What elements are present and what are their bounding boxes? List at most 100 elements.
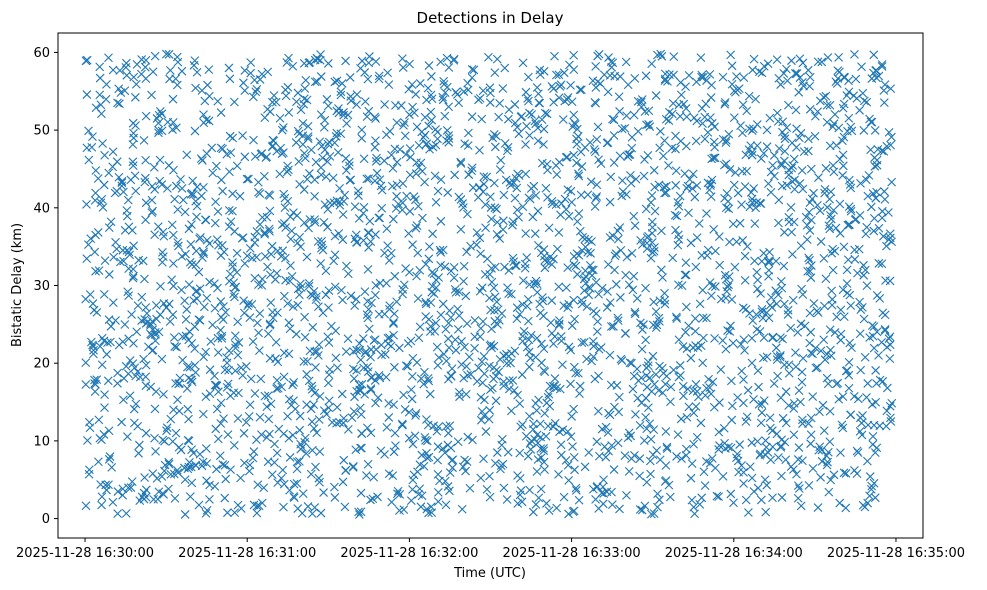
data-point bbox=[467, 73, 477, 83]
data-point bbox=[153, 494, 163, 504]
data-point bbox=[566, 379, 575, 389]
data-point bbox=[687, 459, 697, 469]
data-point bbox=[738, 100, 748, 110]
data-point bbox=[169, 469, 179, 479]
data-point bbox=[359, 154, 369, 164]
data-point bbox=[862, 222, 872, 232]
data-point bbox=[623, 152, 633, 162]
data-point bbox=[356, 507, 366, 517]
data-point bbox=[341, 166, 351, 175]
data-point bbox=[692, 77, 701, 87]
data-point bbox=[698, 285, 708, 295]
data-point bbox=[312, 347, 322, 356]
data-point bbox=[479, 172, 489, 182]
data-point bbox=[134, 440, 144, 450]
data-point bbox=[216, 297, 226, 306]
data-point bbox=[275, 169, 285, 179]
data-point bbox=[433, 360, 443, 370]
data-point bbox=[844, 87, 854, 97]
data-point bbox=[214, 240, 223, 250]
data-point bbox=[128, 273, 138, 283]
data-point bbox=[564, 509, 573, 519]
data-point bbox=[278, 246, 288, 256]
data-point bbox=[642, 424, 652, 434]
data-point bbox=[183, 435, 193, 445]
data-point bbox=[872, 155, 882, 165]
data-point bbox=[265, 227, 274, 236]
data-point bbox=[140, 473, 150, 482]
data-point bbox=[783, 305, 793, 315]
data-point bbox=[408, 353, 418, 363]
data-point bbox=[192, 212, 201, 222]
data-point bbox=[603, 287, 612, 296]
data-point bbox=[169, 405, 178, 415]
data-point bbox=[509, 257, 519, 266]
data-point bbox=[98, 202, 108, 212]
data-point bbox=[205, 365, 215, 375]
data-point bbox=[591, 193, 601, 203]
data-point bbox=[285, 324, 295, 334]
data-point bbox=[265, 270, 275, 280]
data-point bbox=[356, 488, 366, 498]
data-point bbox=[651, 307, 661, 316]
data-point bbox=[721, 135, 731, 145]
data-point bbox=[573, 132, 583, 141]
data-point bbox=[335, 200, 345, 210]
data-point bbox=[650, 206, 660, 216]
data-point bbox=[128, 161, 138, 170]
data-point bbox=[319, 406, 329, 416]
data-point bbox=[609, 158, 619, 168]
data-point bbox=[324, 370, 334, 380]
data-point bbox=[839, 242, 849, 252]
data-point bbox=[718, 336, 728, 345]
data-point bbox=[694, 219, 704, 228]
data-point bbox=[819, 426, 829, 435]
data-point bbox=[337, 285, 346, 295]
data-point bbox=[540, 367, 550, 377]
data-point bbox=[821, 274, 831, 284]
data-point bbox=[842, 265, 852, 275]
y-axis-title: Bistatic Delay (km) bbox=[10, 223, 25, 347]
data-point bbox=[563, 303, 573, 313]
data-point bbox=[433, 186, 443, 196]
data-point bbox=[577, 299, 587, 309]
data-point bbox=[759, 248, 769, 258]
data-point bbox=[824, 221, 834, 230]
data-point bbox=[572, 124, 582, 134]
data-point bbox=[683, 181, 693, 191]
data-point bbox=[95, 62, 105, 72]
data-point bbox=[425, 144, 434, 154]
data-point bbox=[575, 381, 585, 391]
data-point bbox=[416, 374, 426, 383]
data-point bbox=[660, 69, 670, 79]
data-point bbox=[779, 299, 789, 309]
data-point bbox=[310, 191, 320, 201]
data-point bbox=[847, 343, 856, 353]
data-point bbox=[496, 464, 505, 474]
data-point bbox=[286, 234, 296, 244]
data-point bbox=[661, 461, 671, 470]
data-point bbox=[649, 297, 659, 307]
data-point bbox=[355, 385, 365, 395]
data-point bbox=[250, 273, 260, 283]
data-point bbox=[486, 385, 495, 395]
data-point bbox=[520, 259, 530, 269]
data-point bbox=[537, 339, 546, 349]
data-point bbox=[843, 126, 852, 136]
data-point bbox=[433, 422, 443, 432]
data-point bbox=[448, 463, 457, 473]
data-point bbox=[817, 57, 827, 67]
data-point bbox=[882, 241, 891, 251]
data-point bbox=[573, 217, 582, 226]
data-point bbox=[443, 188, 453, 197]
data-point bbox=[550, 374, 560, 383]
data-point bbox=[161, 49, 171, 59]
data-point bbox=[687, 495, 697, 505]
data-point bbox=[444, 102, 454, 112]
data-point bbox=[213, 434, 223, 444]
data-point bbox=[299, 218, 309, 228]
data-point bbox=[836, 448, 845, 457]
data-point bbox=[371, 281, 381, 290]
data-point bbox=[482, 485, 492, 494]
data-point bbox=[330, 231, 340, 241]
